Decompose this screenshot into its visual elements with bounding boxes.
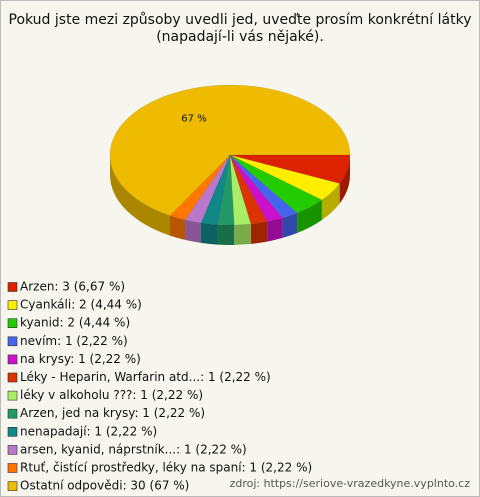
legend-label: nenapadají: 1 (2,22 %) (20, 424, 157, 438)
slice-side (282, 213, 298, 238)
legend-swatch (7, 426, 18, 437)
legend-label: Arzen, jed na krysy: 1 (2,22 %) (20, 406, 205, 420)
legend-swatch (7, 354, 18, 365)
legend-label: kyanid: 2 (4,44 %) (20, 316, 130, 330)
slice (109, 84, 351, 216)
data-label: 67 % (181, 114, 206, 125)
legend-label: arsen, kyanid, náprstník...: 1 (2,22 %) (20, 442, 247, 456)
slice-side (234, 223, 251, 245)
slice (229, 154, 252, 226)
slice (169, 154, 231, 221)
slice (229, 154, 341, 201)
slice-side (267, 217, 283, 242)
legend-swatch (7, 481, 18, 491)
legend-swatch (7, 445, 18, 455)
slice-side (339, 155, 350, 204)
legend-swatch (7, 390, 18, 401)
slice-side (250, 221, 268, 244)
slice (229, 154, 351, 184)
legend-swatch (7, 372, 18, 383)
legend-swatch (7, 300, 18, 310)
legend-label: Cyankáli: 2 (4,44 %) (20, 298, 142, 312)
slice-side (200, 222, 218, 245)
chart-title: Pokud jste mezi způsoby uvedli jed, uveď… (9, 12, 472, 45)
legend-swatch (7, 318, 18, 329)
legend-swatch (7, 408, 18, 419)
slice-side (185, 219, 201, 243)
legend-label: Arzen: 3 (6,67 %) (20, 280, 125, 294)
slice-side (170, 215, 186, 240)
legend-label: léky v alkoholu ???: 1 (2,22 %) (20, 388, 203, 402)
legend-swatch (7, 336, 18, 347)
slice (229, 154, 323, 214)
source: zdroj: https://seriove-vrazedkyne.vyplnt… (230, 477, 471, 490)
legend-label: Rtuť, čistící prostředky, léky na spaní:… (20, 461, 312, 475)
slice-side (321, 183, 340, 220)
legend-swatch (7, 282, 18, 292)
slice-side (110, 155, 170, 236)
slice (229, 154, 268, 225)
legend-label: na krysy: 1 (2,22 %) (20, 352, 141, 366)
slice (217, 154, 235, 226)
legend-swatch (7, 463, 18, 473)
legend-label: Léky - Heparin, Warfarin atd...: 1 (2,22… (20, 370, 271, 384)
legend-label: Ostatní odpovědi: 30 (67 %) (20, 479, 189, 493)
slice (229, 154, 284, 222)
slice (200, 154, 231, 225)
slice-side (297, 199, 322, 234)
legend-label: nevím: 1 (2,22 %) (20, 334, 128, 348)
slice (184, 154, 231, 224)
slice-side (217, 224, 235, 245)
slice (229, 154, 298, 219)
